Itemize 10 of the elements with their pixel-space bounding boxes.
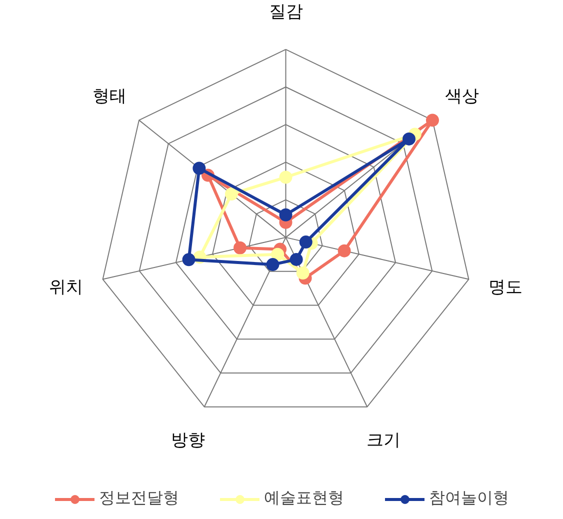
- spoke-label: 질감: [268, 2, 303, 22]
- legend-label: 예술표현형: [264, 488, 344, 509]
- spoke-label: 형태: [92, 86, 127, 107]
- spoke-label: 위치: [49, 278, 84, 298]
- spoke-label: 방향: [171, 430, 206, 451]
- spoke-label: 명도: [488, 278, 522, 298]
- spoke-label: 색상: [444, 86, 479, 107]
- legend-label: 정보전달형: [99, 488, 179, 509]
- spoke-label: 크기: [366, 430, 400, 451]
- legend-label: 참여놀이형: [429, 488, 509, 509]
